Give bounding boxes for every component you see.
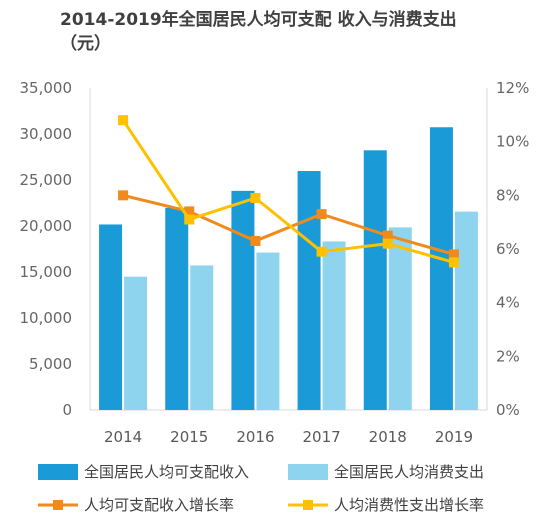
income-growth-line xyxy=(122,193,455,256)
x-tick-label: 2016 xyxy=(236,428,274,446)
y-right-tick-label: 6% xyxy=(496,240,520,258)
income-bar xyxy=(99,224,123,410)
consumption-growth-point xyxy=(382,238,393,249)
legend-swatch-consumption xyxy=(288,464,328,480)
y-right-tick-label: 2% xyxy=(496,347,520,365)
legend-label-consumption-growth: 人均消费性支出增长率 xyxy=(334,496,484,514)
y-right-tick-label: 10% xyxy=(496,133,529,151)
income-growth-point xyxy=(250,235,261,246)
income-bar xyxy=(165,207,189,410)
income-growth-point xyxy=(118,190,129,201)
axes: 0 5,000 10,000 15,000 20,000 25,000 30,000 35,0… xyxy=(20,79,530,446)
consumption-bar xyxy=(256,252,280,410)
y-left-tick-label: 15,000 xyxy=(20,263,73,281)
y-left-tick-label: 35,000 xyxy=(20,79,73,97)
y-right-tick-label: 4% xyxy=(496,294,520,312)
legend-label-consumption: 全国居民人均消费支出 xyxy=(334,463,484,481)
y-left-tick-label: 20,000 xyxy=(20,217,73,235)
legend-marker-income-growth xyxy=(53,500,63,510)
income-growth-point xyxy=(316,209,327,220)
consumption-bar xyxy=(190,265,214,410)
income-growth-point xyxy=(184,206,195,217)
consumption-growth-point xyxy=(448,257,459,268)
income-growth-point xyxy=(448,249,459,260)
chart-title: 2014-2019年全国居民人均可支配 收入与消费支出（元） xyxy=(60,10,457,54)
x-tick-label: 2019 xyxy=(435,428,473,446)
bars xyxy=(99,127,478,410)
y-left-tick-label: 30,000 xyxy=(20,125,73,143)
x-tick-label: 2018 xyxy=(369,428,407,446)
y-left-tick-label: 0 xyxy=(62,401,72,419)
y-right-tick-label: 12% xyxy=(496,79,529,97)
lines xyxy=(118,115,459,268)
consumption-growth-point xyxy=(184,214,195,225)
y-right-tick-label: 0% xyxy=(496,401,520,419)
consumption-bar xyxy=(124,276,148,410)
y-left-tick-label: 25,000 xyxy=(20,171,73,189)
y-right-tick-label: 8% xyxy=(496,186,520,204)
consumption-growth-point xyxy=(250,193,261,204)
legend-label-income: 全国居民人均可支配收入 xyxy=(84,463,249,481)
income-bar xyxy=(363,150,387,410)
x-tick-label: 2015 xyxy=(170,428,208,446)
x-tick-label: 2014 xyxy=(104,428,142,446)
income-growth-point xyxy=(382,230,393,241)
income-bar xyxy=(231,190,255,410)
y-left-tick-label: 10,000 xyxy=(20,309,73,327)
x-tick-label: 2017 xyxy=(302,428,340,446)
legend-marker-consumption-growth xyxy=(303,500,313,510)
consumption-growth-point xyxy=(316,246,327,257)
income-bar xyxy=(429,127,453,410)
consumption-growth-line xyxy=(121,119,455,264)
consumption-bar xyxy=(454,211,478,410)
income-bar xyxy=(297,171,321,410)
y-left-tick-label: 5,000 xyxy=(29,355,72,373)
consumption-growth-point xyxy=(118,115,129,126)
legend-label-income-growth: 人均可支配收入增长率 xyxy=(84,496,234,514)
consumption-bar xyxy=(388,227,412,410)
legend-swatch-income xyxy=(38,464,78,480)
consumption-bar xyxy=(322,241,346,410)
